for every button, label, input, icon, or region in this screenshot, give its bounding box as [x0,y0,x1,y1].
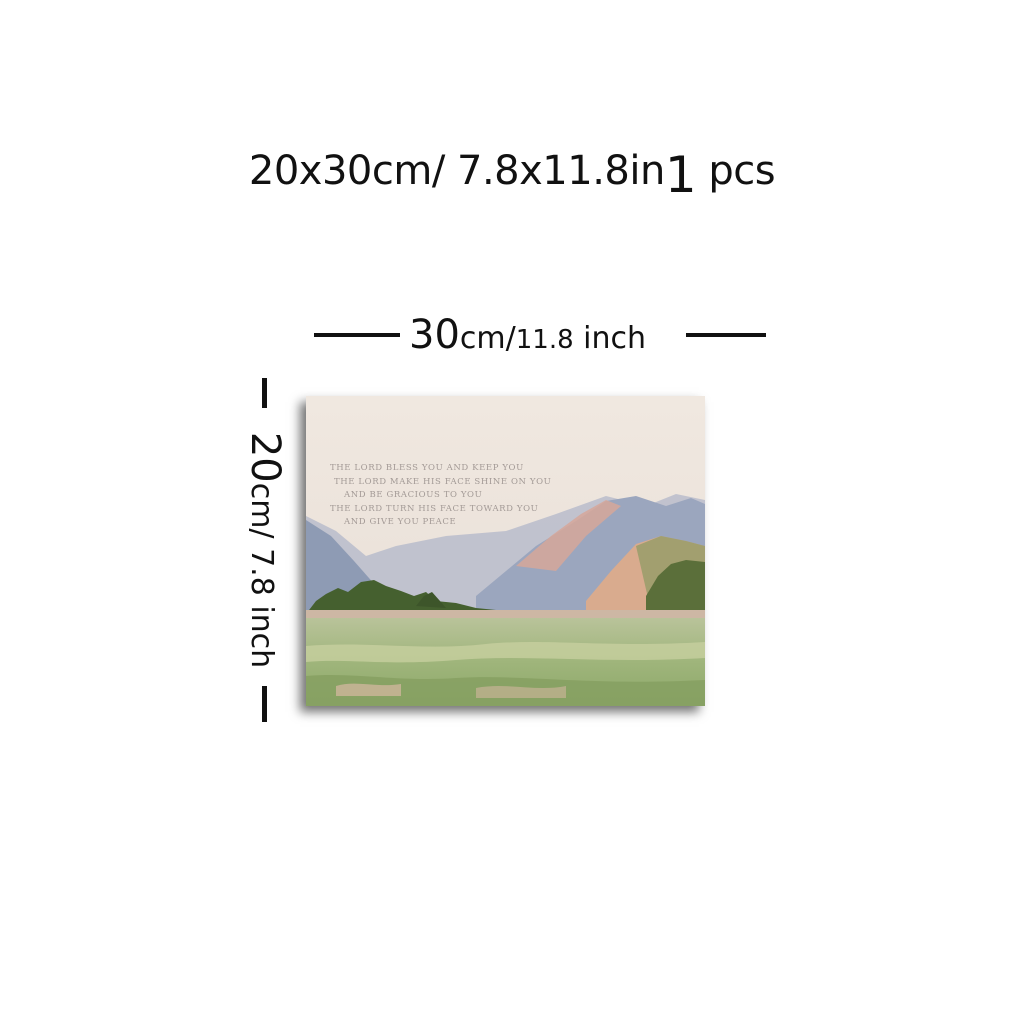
size-text: 20x30cm/ 7.8x11.8in [248,148,665,194]
tree-line-left [306,580,496,618]
verse-line: THE LORD TURN HIS FACE TOWARD YOU [330,503,539,514]
width-line-left [314,333,400,337]
width-value: 30 [409,312,460,358]
meadow-light-band [306,642,705,663]
tree-cluster-right [646,560,705,616]
quantity-number: 1 [664,146,697,204]
quantity-unit: pcs [708,148,776,194]
verse-line: AND BE GRACIOUS TO YOU [344,490,483,500]
height-dimension: 20cm/ 7.8 inch [240,378,290,722]
pink-peak [516,500,621,571]
height-label: 20cm/ 7.8 inch [242,432,288,668]
width-label: 30cm/11.8 inch [409,312,646,358]
tree-small [416,592,446,608]
width-inch-unit: inch [573,321,647,356]
width-inch-value: 11.8 [515,325,574,355]
meadow-pink-patch [336,683,401,696]
height-tick-top [262,378,267,408]
verse-text: THE LORD BLESS YOU AND KEEP YOU THE LORD… [330,462,551,530]
verse-line: THE LORD BLESS YOU AND KEEP YOU [330,463,524,473]
landscape-painting [306,396,705,706]
height-value: 20 [242,431,288,483]
width-unit: cm/ [459,321,516,356]
width-line-right [686,333,766,337]
height-unit: cm/ 7.8 inch [244,482,279,669]
verse-line: AND GIVE YOU PEACE [344,517,457,527]
width-dimension: 30cm/11.8 inch [314,312,766,362]
verse-line: THE LORD MAKE HIS FACE SHINE ON YOU [334,476,552,487]
product-size-title: 20x30cm/ 7.8x11.8in1 pcs [0,138,1024,204]
canvas-painting: THE LORD BLESS YOU AND KEEP YOU THE LORD… [306,396,705,706]
meadow-pink-patch-2 [476,686,566,698]
height-tick-bottom [262,686,267,722]
